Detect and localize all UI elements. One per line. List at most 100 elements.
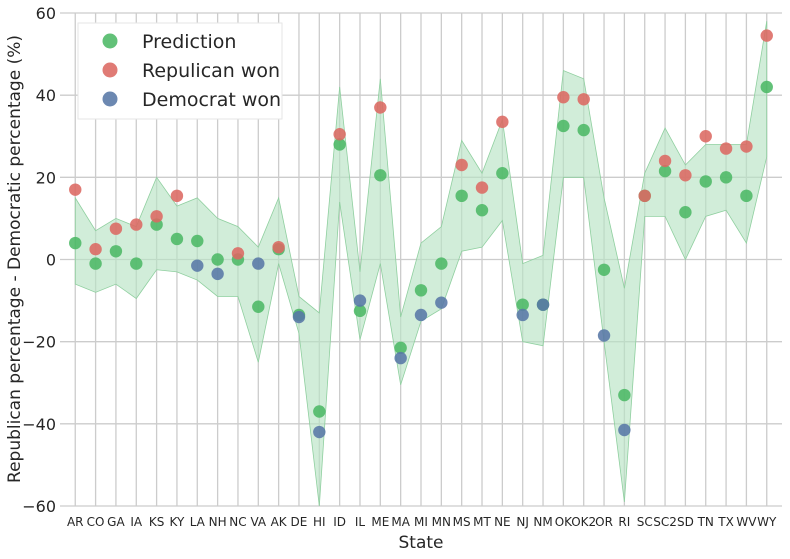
x-tick-label: IL [355, 515, 366, 529]
x-tick-label: AR [67, 515, 84, 529]
republican-won-point [658, 154, 672, 168]
prediction-interval-band [74, 21, 768, 507]
democrat-won-point [191, 259, 204, 272]
prediction-point [740, 189, 753, 203]
x-tick-label: NE [494, 515, 511, 529]
y-tick-labels: −60 −40 −20 0 20 40 60 [22, 4, 56, 516]
x-tick-label: MI [414, 515, 428, 529]
x-tick-label: MT [473, 515, 491, 529]
prediction-point [597, 263, 611, 276]
republican-won-point [333, 128, 346, 141]
democrat-won-point [618, 423, 631, 437]
x-tick-label: MS [453, 515, 471, 529]
legend-marker-republican-won [102, 62, 118, 78]
republican-won-point [638, 189, 651, 203]
republican-won-point [557, 91, 570, 104]
x-tick-label: CO [87, 515, 105, 529]
republican-won-point [231, 247, 245, 260]
republican-won-point [89, 243, 102, 256]
x-tick-label: TX [717, 515, 734, 529]
prediction-point [658, 164, 672, 178]
democrat-won-point [353, 294, 367, 307]
prediction-point [719, 171, 733, 184]
legend-label-republican-won: Repulican won [142, 60, 280, 82]
republican-won-point [150, 210, 163, 223]
republican-won-point [272, 240, 285, 254]
x-tick-label: TN [697, 515, 714, 529]
x-tick-label: ME [371, 515, 389, 529]
republican-won-point [170, 189, 184, 203]
republican-won-point [699, 130, 712, 143]
x-tick-label: IA [130, 515, 143, 529]
republican-won-point [69, 183, 82, 196]
y-tick-label: −40 [22, 415, 56, 434]
prediction-point [760, 80, 773, 94]
republican-won-point [577, 93, 590, 106]
x-tick-label: OR [595, 515, 613, 529]
prediction-point [313, 405, 326, 418]
democrat-won-point [414, 308, 428, 322]
republican-won-point [760, 29, 773, 42]
democrat-won-point [313, 425, 326, 439]
y-tick-label: 60 [36, 4, 56, 23]
x-tick-label: WY [757, 515, 777, 529]
prediction-point [516, 298, 529, 311]
x-axis-label: State [399, 533, 444, 553]
prediction-point [496, 167, 509, 180]
prediction-point [394, 341, 407, 355]
x-tick-label: SC2 [653, 515, 677, 529]
x-tick-labels: AR CO GA IA KS KY LA NH NC VA AK DE HI ID IL ME MA MI MN MS… [67, 515, 777, 529]
republican-won-point [130, 218, 143, 231]
y-tick-label: 40 [36, 86, 56, 105]
x-tick-label: NH [209, 515, 227, 529]
republican-won-point [374, 101, 387, 114]
republican-won-point [679, 169, 692, 182]
prediction-point [89, 257, 102, 270]
prediction-point [374, 169, 387, 182]
legend-marker-democrat-won [102, 91, 118, 107]
legend-label-democrat-won: Democrat won [142, 89, 281, 111]
x-tick-label: WV [736, 515, 757, 529]
democrat-won-point [536, 298, 550, 311]
democrat-won-point [597, 329, 611, 342]
democrat-won-point [516, 308, 529, 322]
x-tick-label: VA [250, 515, 266, 529]
x-tick-label: LA [190, 515, 206, 529]
prediction-point [130, 257, 143, 270]
x-tick-label: MA [391, 515, 410, 529]
x-tick-label: OK [555, 515, 573, 529]
republican-won-point [109, 222, 123, 235]
x-tick-label: NM [533, 515, 552, 529]
y-tick-label: 0 [46, 251, 56, 270]
x-tick-label: AK [271, 515, 288, 529]
data-points [69, 29, 773, 439]
prediction-point [191, 234, 204, 248]
x-tick-label: NJ [516, 515, 529, 529]
y-tick-label: 20 [36, 168, 56, 187]
democrat-won-point [211, 267, 224, 281]
prediction-point [455, 189, 468, 203]
prediction-point [435, 257, 448, 270]
democrat-won-point [252, 257, 265, 270]
x-tick-label: GA [107, 515, 125, 529]
prediction-point [109, 245, 123, 258]
x-tick-label: DE [291, 515, 308, 529]
democrat-won-point [292, 310, 306, 324]
prediction-point [414, 284, 428, 297]
x-tick-label: MN [432, 515, 451, 529]
x-tick-label: RI [618, 515, 630, 529]
republican-won-point [496, 115, 509, 129]
prediction-point [577, 123, 590, 137]
x-tick-label: HI [313, 515, 326, 529]
prediction-point [252, 300, 265, 313]
legend-label-prediction: Prediction [142, 31, 236, 53]
x-tick-label: SD [677, 515, 694, 529]
prediction-point [69, 236, 82, 250]
democrat-won-point [435, 296, 448, 309]
y-tick-label: −20 [22, 333, 56, 352]
prediction-point [679, 206, 692, 219]
republican-won-point [455, 158, 468, 172]
prediction-point [618, 388, 631, 402]
x-tick-label: NC [229, 515, 246, 529]
